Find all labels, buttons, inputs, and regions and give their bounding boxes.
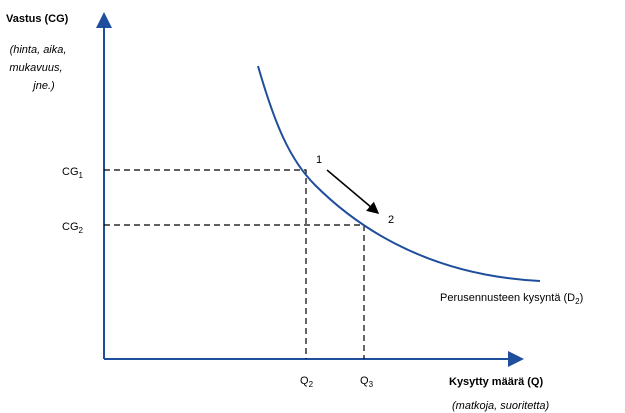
demand-curve — [257, 65, 541, 282]
y-axis-subtitle: (hinta, aika, — [10, 44, 67, 56]
y-axis-subtitle: jne.) — [31, 80, 55, 92]
quantity-label: Q3 — [360, 375, 374, 389]
guide-2 — [104, 224, 365, 359]
point-label: 2 — [388, 214, 394, 226]
move-arrow — [326, 169, 380, 214]
point-label: 1 — [316, 154, 322, 166]
guide-1 — [104, 169, 307, 359]
x-axis-subtitle: (matkoja, suoritetta) — [452, 400, 550, 412]
y-axis-subtitle: mukavuus, — [9, 62, 62, 74]
level-label: CG2 — [62, 221, 84, 235]
y-axis-title: Vastus (CG) — [6, 13, 69, 25]
level-label: CG1 — [62, 166, 84, 180]
quantity-label: Q2 — [300, 375, 314, 389]
curve-label: Perusennusteen kysyntä (D2) — [440, 292, 583, 306]
x-axis-title: Kysytty määrä (Q) — [449, 376, 543, 388]
